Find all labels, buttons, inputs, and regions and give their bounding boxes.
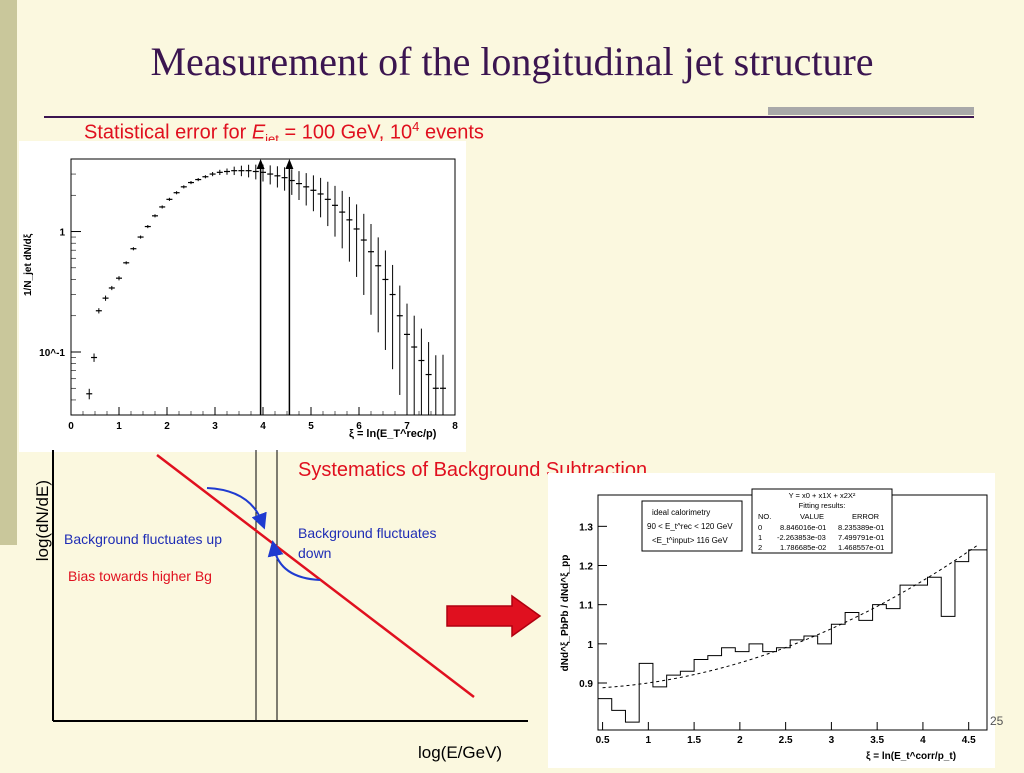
subtitle-mid: = 100 GeV, 10: [278, 121, 413, 144]
plot2-xtick-label: 3.5: [870, 735, 884, 746]
fit-col-error: ERROR: [852, 512, 880, 521]
fit-row0-error: 8.235389e-01: [838, 523, 884, 532]
plot2-xtick-label: 1: [646, 735, 652, 746]
fluctuate-down-arrow: [267, 540, 321, 581]
plot2-xtick-label: 2: [737, 735, 743, 746]
plot2-xtick-label: 4.5: [962, 735, 976, 746]
subtitle-e: E: [251, 121, 266, 144]
transition-arrow: [446, 594, 542, 638]
fit-row2-no: 2: [758, 543, 762, 552]
plot2-ytick-label: 1.2: [579, 562, 593, 573]
plot2-xtick-label: 1.5: [687, 735, 701, 746]
subtitle-suffix: events: [419, 121, 484, 144]
plot1-marker-arrow: [285, 159, 294, 169]
fit-col-value: VALUE: [800, 512, 824, 521]
plot1-xtick-label: 2: [164, 421, 170, 432]
stat-error-subtitle: Statistical error for Ejet = 100 GeV, 10…: [84, 119, 484, 147]
plot2-ytick-label: 1.3: [579, 522, 593, 533]
legend-box: ideal calorimetry 90 < E_t^rec < 120 GeV…: [641, 500, 743, 552]
ratio-histogram-svg: 0.5 1 1.5 2 2.5 3 3.5 4 4.5 0.9 1 1.1 1.2 1.3 ideal c…: [560, 488, 988, 762]
slide-title: Measurement of the longitudinal jet stru…: [150, 39, 874, 84]
fit-row2-value: 1.786685e-02: [780, 543, 826, 552]
subtitle-sup: 4: [412, 119, 420, 134]
plot1-xtick-label: 1: [116, 421, 122, 432]
plot2-ylabel: dNd^ξ_PbPb / dNd^ξ_pp: [560, 555, 571, 672]
spectrum-line: [156, 454, 475, 698]
xi-distribution-plot: 0 1 2 3 4 5 6 7 8 10^-1 1 1/N_jet dN/dξ ξ = ln(E_T…: [19, 141, 466, 452]
plot2-xlabel: ξ = ln(E_t^corr/p_t): [866, 751, 956, 762]
plot1-xtick-label: 5: [308, 421, 314, 432]
fluctuate-up-arrow: [206, 487, 267, 530]
xi-distribution-svg: 0 1 2 3 4 5 6 7 8 10^-1 1 1/N_jet dN/dξ ξ = ln(E_T…: [23, 158, 458, 440]
plot1-xtick-label: 0: [68, 421, 74, 432]
plot1-ytick-label: 10^-1: [39, 348, 65, 359]
plot1-frame: [70, 158, 456, 416]
plot2-ytick-label: 1: [587, 640, 593, 651]
plot2-ytick-label: 0.9: [579, 679, 593, 690]
plot2-xtick-label: 2.5: [779, 735, 793, 746]
histogram-line: [598, 514, 988, 723]
plot1-xtick-label: 8: [452, 421, 458, 432]
plot1-xtick-label: 6: [356, 421, 362, 432]
plot2-xtick-label: 4: [920, 735, 926, 746]
plot1-xtick-label: 7: [404, 421, 410, 432]
fit-formula: Y = x0 + x1X + x2X²: [789, 491, 856, 500]
legend-line-3: <E_t^input> 116 GeV: [652, 536, 728, 545]
fit-row1-no: 1: [758, 533, 762, 542]
fit-header: Fitting results:: [799, 501, 846, 510]
background-schematic: log(dN/dE) log(E/GeV) Background fluctua…: [33, 450, 542, 762]
fit-row1-value: -2.263853e-03: [777, 533, 826, 542]
plot1-xtick-label: 4: [260, 421, 266, 432]
ratio-histogram-plot: 0.5 1 1.5 2 2.5 3 3.5 4 4.5 0.9 1 1.1 1.2 1.3 ideal c…: [548, 473, 995, 768]
plot1-ytick-label: 1: [59, 228, 65, 239]
plot1-marker-arrow: [256, 159, 265, 169]
page-number: 25: [990, 714, 1004, 728]
subtitle-prefix: Statistical error for: [84, 121, 252, 144]
plot2-xtick-label: 0.5: [596, 735, 610, 746]
plot1-xlabel: ξ = ln(E_T^rec/p): [349, 428, 437, 440]
fit-row0-no: 0: [758, 523, 762, 532]
title-rule: [44, 116, 974, 118]
diagram-ylabel: log(dN/dE): [33, 480, 52, 561]
fit-row1-error: 7.499791e-01: [838, 533, 884, 542]
fluctuate-down-label-1: Background fluctuates: [298, 525, 437, 541]
fit-row0-value: 8.846016e-01: [780, 523, 826, 532]
sidebar-accent-bar: [0, 0, 17, 545]
plot1-xtick-label: 3: [212, 421, 218, 432]
fluctuate-up-label: Background fluctuates up: [64, 531, 222, 547]
legend-line-2: 90 < E_t^rec < 120 GeV: [647, 522, 733, 531]
legend-line-1: ideal calorimetry: [652, 508, 710, 517]
plot2-xtick-label: 3: [829, 735, 835, 746]
plot2-ytick-label: 1.1: [579, 601, 593, 612]
fit-col-no: NO.: [758, 512, 771, 521]
fit-results-box: Y = x0 + x1X + x2X² Fitting results: NO.…: [751, 488, 893, 554]
title-rule-accent: [768, 107, 974, 115]
bias-label: Bias towards higher Bg: [68, 568, 212, 584]
diagram-xlabel: log(E/GeV): [418, 743, 502, 762]
fit-row2-error: 1.468557e-01: [838, 543, 884, 552]
fluctuate-down-label-2: down: [298, 545, 331, 561]
fit-curve: [602, 544, 979, 689]
plot1-ylabel: 1/N_jet dN/dξ: [23, 233, 34, 296]
